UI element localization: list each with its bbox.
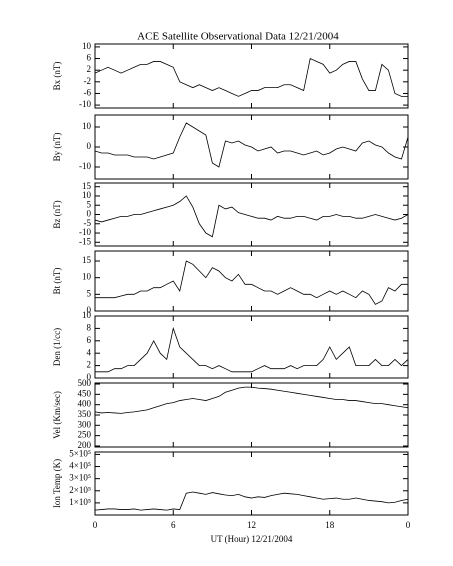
- y-tick-label: 3×10⁵: [69, 473, 91, 483]
- y-tick-label: 10: [82, 190, 92, 200]
- y-tick-label: 500: [78, 378, 92, 388]
- y-tick-label: 10: [82, 272, 92, 282]
- y-axis-label: Den (1/cc): [52, 328, 62, 366]
- y-tick-label: 0: [87, 305, 92, 315]
- y-tick-label: -5: [84, 218, 92, 228]
- y-tick-label: 6: [87, 53, 92, 63]
- y-tick-label: 1×10⁵: [69, 497, 91, 507]
- x-tick-label: 18: [325, 520, 335, 530]
- y-axis-label: Bt (nT): [52, 268, 62, 295]
- data-line: [95, 326, 409, 373]
- y-tick-label: 300: [78, 419, 92, 429]
- y-tick-label: 0: [87, 209, 92, 219]
- y-tick-label: 6: [87, 335, 92, 345]
- y-tick-label: 5: [87, 199, 92, 209]
- y-tick-label: 450: [78, 388, 92, 398]
- data-line: [94, 57, 408, 97]
- y-tick-label: 200: [78, 440, 92, 450]
- y-tick-label: 2: [87, 360, 92, 370]
- y-tick-label: -2: [84, 76, 92, 86]
- y-tick-label: 8: [87, 322, 92, 332]
- chart-title: ACE Satellite Observational Data 12/21/2…: [137, 31, 339, 43]
- data-line: [94, 386, 409, 414]
- y-tick-label: -10: [79, 161, 91, 171]
- y-tick-label: 350: [78, 409, 92, 419]
- y-tick-label: 10: [82, 41, 92, 51]
- y-tick-label: -10: [79, 227, 91, 237]
- panel-frame: [94, 451, 409, 516]
- y-tick-label: 15: [82, 181, 92, 191]
- y-tick-label: 4: [87, 347, 92, 357]
- y-tick-label: -10: [79, 99, 91, 109]
- x-tick-label: 0: [93, 520, 98, 530]
- y-tick-label: 2: [87, 64, 92, 74]
- x-tick-label: 12: [247, 520, 256, 530]
- y-tick-label: 10: [82, 121, 92, 131]
- x-axis-label: UT (Hour) 12/21/2004: [211, 534, 293, 544]
- data-line: [94, 195, 409, 238]
- y-tick-label: 400: [78, 399, 92, 409]
- y-tick-label: -6: [84, 88, 92, 98]
- y-axis-label: Ion Temp (K): [52, 459, 62, 508]
- y-axis-label: By (nT): [52, 133, 62, 162]
- y-axis-label: Bz (nT): [52, 200, 62, 228]
- y-tick-label: 0: [87, 372, 92, 382]
- y-tick-label: 15: [82, 255, 92, 265]
- panel-frame: [94, 382, 409, 448]
- x-tick-label: 0: [406, 520, 411, 530]
- y-tick-label: 5: [87, 288, 92, 298]
- y-axis-label: Bx (nT): [52, 62, 62, 91]
- panel-frame: [94, 315, 409, 379]
- y-tick-label: -15: [79, 236, 91, 246]
- x-tick-label: 6: [171, 520, 176, 530]
- y-tick-label: 4×10⁵: [69, 461, 91, 471]
- data-line: [94, 122, 409, 168]
- data-line: [95, 260, 408, 305]
- y-axis-label: Vel (Km/sec): [52, 391, 62, 439]
- y-tick-label: 5×10⁵: [69, 448, 91, 458]
- y-tick-label: 10: [82, 310, 92, 320]
- y-tick-label: 2×10⁵: [69, 485, 91, 495]
- y-tick-label: 250: [78, 430, 92, 440]
- data-line: [94, 491, 409, 511]
- panel-frame: [94, 250, 409, 312]
- y-tick-label: 0: [87, 141, 92, 151]
